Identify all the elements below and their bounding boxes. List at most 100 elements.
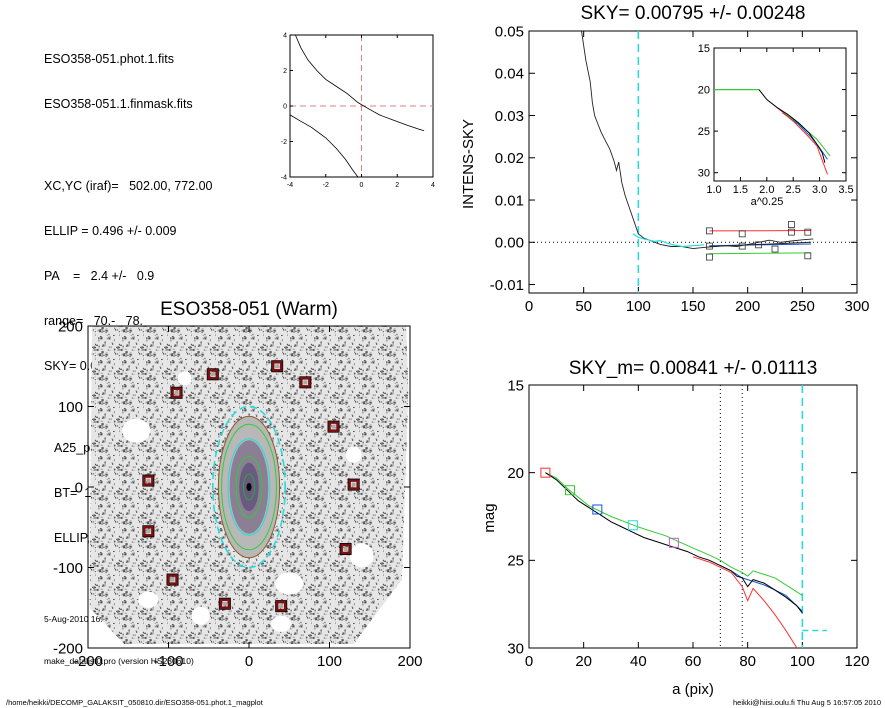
inset-ytick-label: 30: [698, 168, 710, 180]
mag-red-line: [692, 556, 798, 649]
inset-ytick-label: 15: [698, 43, 710, 55]
mag-plot: SKY_m= 0.00841 +/- 0.01113 mag a (pix) 0…: [481, 358, 870, 698]
star-square-inner: [207, 369, 219, 380]
star-square-center: [343, 546, 348, 551]
mag-square: [540, 467, 551, 478]
small-plot-xtick-label: -4: [287, 182, 293, 189]
info-range: range= 70.- 78.: [44, 314, 144, 328]
sky-plot-ytick-label: 0.00: [495, 235, 524, 252]
star-square: [166, 573, 179, 586]
star-square-inner: [171, 387, 182, 399]
small-plot-ytick-label: -2: [281, 139, 287, 146]
image-plot-ytick-label: 100: [58, 399, 83, 416]
mag-black-line: [545, 472, 803, 614]
sky-square: [706, 227, 713, 235]
mag-green-line: [545, 472, 803, 596]
sky-square: [771, 245, 779, 253]
star-square: [170, 386, 183, 399]
sky-square: [788, 221, 795, 228]
sky-square: [804, 228, 812, 236]
mag-square: [565, 485, 575, 496]
small-ellipse-plot: -4 -2 0 2 4 -4 -2 0 2 4: [281, 33, 435, 190]
sky-square: [755, 241, 762, 249]
sky-plot-xtick-label: 50: [575, 298, 592, 315]
small-plot-curve-lower: [289, 114, 359, 178]
mask-blob: [177, 371, 192, 386]
inset-ytick-label: 25: [698, 126, 710, 138]
mag-title: SKY_m= 0.00841 +/- 0.01113: [569, 358, 818, 379]
mag-plot-ytick-label: 30: [507, 640, 524, 657]
sky-plot-ytick-label: -0.01: [490, 277, 524, 294]
star-square-center: [222, 601, 227, 606]
star-square-inner: [167, 574, 178, 585]
small-plot-ytick-label: 4: [283, 33, 287, 40]
sky-plot-ytick-label: 0.03: [495, 108, 524, 125]
inset-xtick-label: 2.5: [786, 184, 801, 196]
isophote-ellipse: [235, 455, 263, 519]
inset-green-line: [777, 107, 831, 157]
star-square: [339, 542, 352, 555]
mag-plot-ytick-label: 15: [507, 377, 524, 394]
sky-ylabel: INTENS-SKY: [460, 119, 477, 209]
mag-plot-ytick-label: 20: [507, 465, 524, 482]
star-square: [275, 600, 288, 613]
image-plot-xtick-label: -200: [73, 653, 103, 670]
star-square-inner: [348, 479, 359, 490]
star-square-center: [275, 364, 280, 369]
galaxy-image-plot: ESO358-051 (Warm) -200 -100 0 100 200 -200 -10…: [53, 299, 423, 670]
small-plot-ytick-label: -4: [281, 175, 287, 182]
sky-square: [738, 230, 746, 238]
star-square-center: [279, 604, 284, 609]
sky-plot-ytick-label: 0.04: [495, 66, 524, 83]
sky-plot-xtick-label: 0: [525, 298, 533, 315]
star-square: [347, 478, 360, 491]
mag-square: [592, 504, 603, 515]
sky-plot-ytick-label: 0.02: [495, 150, 524, 167]
star-square: [142, 474, 155, 487]
mask-blob: [122, 418, 151, 443]
sky-plot-ytick-label: 0.01: [495, 192, 524, 209]
mag-ylabel: mag: [481, 503, 498, 532]
star-square-inner: [143, 475, 154, 486]
star-square-center: [170, 577, 175, 582]
small-plot-curve-upper: [295, 34, 425, 132]
mag-plot-xtick-label: 100: [790, 653, 815, 670]
galaxy-nucleus: [246, 483, 252, 491]
small-plot-xtick-label: 0: [360, 182, 364, 189]
isophote-ellipse: [221, 423, 277, 551]
sky-title: SKY= 0.00795 +/- 0.00248: [580, 3, 805, 24]
mag-plot-xtick-label: 80: [739, 653, 756, 670]
inset-black-line: [758, 89, 826, 163]
small-plot-xtick-label: 2: [395, 182, 399, 189]
inset-xlabel: a^0.25: [751, 196, 784, 208]
image-plot-ytick-label: -100: [53, 560, 83, 577]
star-square-center: [174, 390, 179, 395]
star-square-center: [351, 482, 356, 487]
mag-plot-ytick-label: 25: [507, 553, 524, 570]
info-program: make_datalist0.pro (version HS230610): [44, 656, 194, 666]
mask-blob: [349, 543, 374, 568]
inset-red-line: [777, 107, 828, 175]
sky-segment: [709, 241, 812, 247]
sky-plot-xtick-label: 200: [735, 298, 760, 315]
star-square-center: [146, 529, 151, 534]
image-plot-ytick-label: 200: [58, 318, 83, 335]
image-plot-ytick-label: -200: [53, 640, 83, 657]
sky-square: [706, 242, 713, 250]
small-plot-ytick-label: 2: [283, 68, 287, 75]
mask-blob: [271, 615, 292, 632]
star-square-center: [210, 372, 215, 377]
image-plot-xtick-label: 200: [397, 653, 422, 670]
image-plot-xtick-label: 0: [245, 653, 253, 670]
star-square-center: [303, 380, 308, 385]
inset-xtick-label: 1.5: [733, 184, 748, 196]
star-square: [271, 360, 284, 373]
inset-xtick-label: 1.0: [706, 184, 721, 196]
sky-plot-xtick-label: 250: [790, 298, 815, 315]
footer-user: heikki@hiisi.oulu.fi Thu Aug 5 16:57:05 …: [733, 698, 881, 707]
isophote-ellipse: [242, 473, 256, 501]
star-square-center: [331, 424, 336, 429]
star-square: [218, 597, 231, 610]
mag-plot-xtick-label: 40: [630, 653, 647, 670]
